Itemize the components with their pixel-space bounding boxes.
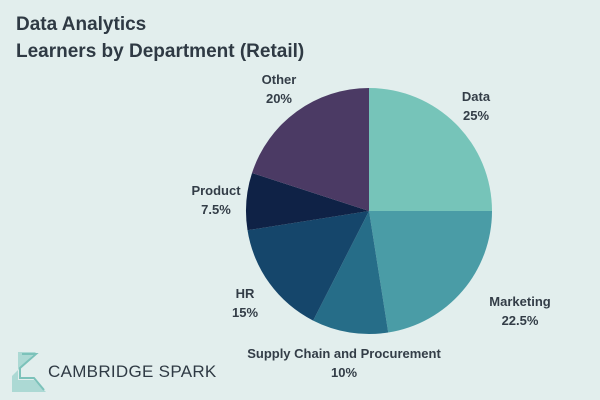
label-supply-chain: Supply Chain and Procurement 10% <box>247 346 441 380</box>
chart-subtitle: Learners by Department (Retail) <box>16 41 305 62</box>
pie-slice-supply-chain-and-procurement <box>313 211 389 334</box>
chart-title: Data Analytics <box>16 14 147 35</box>
pie-slice-product <box>246 172 369 231</box>
label-data: Data 25% <box>461 89 491 123</box>
pie-slice-hr <box>247 211 369 321</box>
label-product: Product 7.5% <box>191 183 241 217</box>
cambridge-spark-logo-icon <box>12 352 46 392</box>
pie-slice-marketing <box>369 211 492 333</box>
label-marketing: Marketing 22.5% <box>489 294 551 328</box>
label-other: Other 20% <box>261 72 297 106</box>
logo-text: CAMBRIDGE SPARK <box>48 362 217 381</box>
pie-slice-data <box>369 88 492 211</box>
label-hr: HR 15% <box>231 286 259 320</box>
pie-slice-other <box>252 88 369 211</box>
